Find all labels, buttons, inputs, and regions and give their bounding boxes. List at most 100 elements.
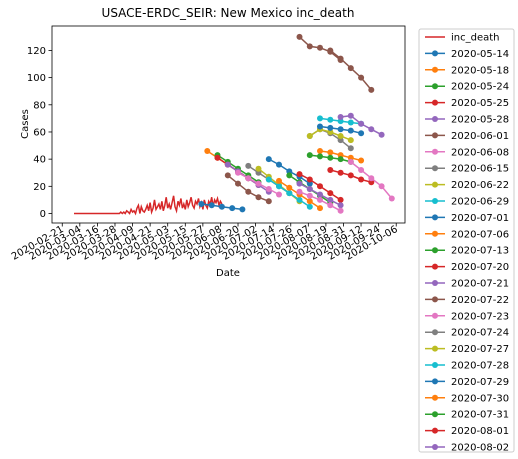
legend-label: 2020-08-02 xyxy=(451,443,509,454)
data-point xyxy=(306,203,313,210)
data-point xyxy=(255,180,262,187)
series-2020-08-01 xyxy=(327,167,375,186)
legend-label: 2020-07-29 xyxy=(451,377,509,388)
legend-label: 2020-06-29 xyxy=(451,197,509,208)
legend-swatch-marker xyxy=(432,214,438,221)
data-point xyxy=(276,183,282,190)
series-2020-07-29 xyxy=(317,123,365,137)
plot-series-group xyxy=(74,33,395,216)
data-point xyxy=(327,196,334,203)
data-point xyxy=(337,196,344,203)
legend-swatch-marker xyxy=(432,198,438,204)
y-axis: 0 20 40 60 80 100 120 xyxy=(27,46,52,220)
data-point xyxy=(229,205,236,212)
data-point xyxy=(347,127,354,134)
data-point xyxy=(337,156,344,163)
legend-item: 2020-07-20 xyxy=(425,262,509,273)
series-2020-06-08 xyxy=(235,169,282,198)
data-point xyxy=(224,172,231,179)
legend-item: 2020-07-21 xyxy=(425,279,509,290)
data-point xyxy=(218,203,225,210)
legend-swatch-marker xyxy=(432,394,438,401)
legend-label: 2020-06-22 xyxy=(451,180,509,191)
plot-area xyxy=(51,25,406,224)
data-point xyxy=(317,153,323,160)
data-point xyxy=(296,196,303,203)
data-point xyxy=(235,180,241,187)
legend-label: 2020-07-30 xyxy=(451,393,509,404)
legend-swatch-marker xyxy=(432,444,438,450)
legend-label: inc_death xyxy=(451,33,500,44)
data-point xyxy=(337,133,344,139)
data-point xyxy=(358,157,365,164)
legend-swatch-marker xyxy=(432,132,438,139)
data-point xyxy=(208,202,215,209)
series-2020-06-29 xyxy=(265,176,313,210)
data-point xyxy=(296,180,303,187)
chart-title: USACE-ERDC_SEIR: New Mexico inc_death xyxy=(102,6,355,20)
data-point xyxy=(239,206,246,213)
data-point xyxy=(306,152,313,159)
legend-label: 2020-05-14 xyxy=(451,49,509,60)
y-tick-label: 80 xyxy=(33,100,46,111)
data-point xyxy=(317,196,323,203)
x-axis: 2020-02-212020-03-042020-03-162020-03-28… xyxy=(10,223,400,263)
legend-swatch-marker xyxy=(432,148,438,155)
legend-item: 2020-07-06 xyxy=(425,229,509,240)
legend-item: inc_death xyxy=(425,33,500,44)
legend-swatch-marker xyxy=(432,83,438,90)
legend-label: 2020-07-22 xyxy=(451,295,509,306)
data-point xyxy=(368,126,375,133)
data-point xyxy=(337,137,344,144)
legend-label: 2020-05-28 xyxy=(451,115,509,126)
legend-label: 2020-05-18 xyxy=(451,65,509,76)
data-point xyxy=(337,114,344,120)
legend-swatch-marker xyxy=(432,99,438,106)
data-point xyxy=(378,131,385,138)
legend-item: 2020-08-02 xyxy=(425,443,509,454)
data-point xyxy=(347,119,354,126)
data-point xyxy=(255,194,262,201)
data-point xyxy=(347,158,354,165)
legend-label: 2020-06-15 xyxy=(451,164,509,175)
data-point xyxy=(224,161,231,168)
data-point xyxy=(265,156,272,163)
y-tick-label: 120 xyxy=(27,46,46,57)
legend-swatch-marker xyxy=(432,345,438,352)
data-point xyxy=(358,176,365,183)
data-point xyxy=(276,191,282,198)
data-point xyxy=(327,154,334,161)
legend-swatch-marker xyxy=(432,411,438,418)
legend-item: 2020-07-01 xyxy=(425,213,509,224)
series-2020-08-02 xyxy=(337,112,385,138)
data-point xyxy=(235,169,241,176)
data-point xyxy=(347,154,354,161)
data-point xyxy=(337,126,344,133)
y-axis-label: Cases xyxy=(20,109,31,139)
data-point xyxy=(286,184,293,191)
legend-label: 2020-07-13 xyxy=(451,246,509,257)
data-point xyxy=(337,169,344,176)
legend-swatch-marker xyxy=(432,427,438,434)
legend-label: 2020-06-08 xyxy=(451,147,509,158)
legend-item: 2020-08-01 xyxy=(425,426,509,437)
data-point xyxy=(265,186,272,192)
series-2020-08-10 xyxy=(347,158,395,202)
legend-label: 2020-07-27 xyxy=(451,344,509,355)
series-2020-07-01 xyxy=(265,156,313,187)
data-point xyxy=(317,115,323,122)
data-point xyxy=(317,123,323,130)
data-point xyxy=(306,43,313,50)
legend-item: 2020-07-31 xyxy=(425,410,509,421)
data-point xyxy=(306,192,313,199)
data-point xyxy=(317,148,323,154)
data-point xyxy=(306,198,313,205)
legend-swatch-marker xyxy=(432,312,438,319)
y-tick-label: 20 xyxy=(33,182,46,193)
legend-item: 2020-07-30 xyxy=(425,393,509,404)
data-point xyxy=(306,133,313,139)
series-2020-05-14 xyxy=(198,201,246,213)
data-point xyxy=(358,130,365,137)
data-point xyxy=(337,202,344,209)
